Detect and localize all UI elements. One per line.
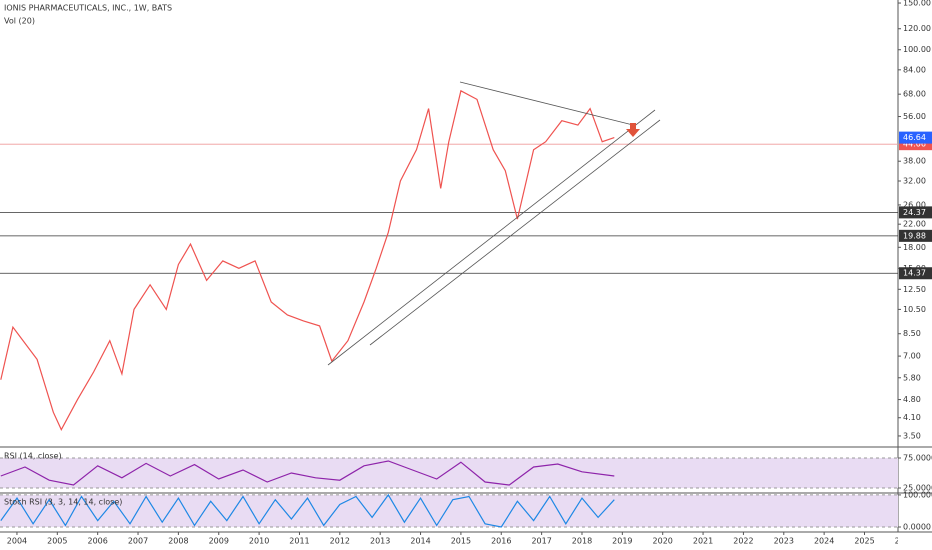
trend-line bbox=[369, 119, 661, 346]
chart-title: IONIS PHARMACEUTICALS, INC., 1W, BATS bbox=[4, 4, 172, 13]
x-tick-label: 2020 bbox=[653, 537, 673, 546]
series-line bbox=[0, 89, 615, 431]
last-price-box bbox=[899, 131, 932, 144]
y-tick-label: 5.80 bbox=[903, 373, 921, 382]
y-tick-label: 150.00 bbox=[903, 0, 931, 8]
series-line bbox=[0, 493, 615, 528]
x-tick-label: 2026 bbox=[895, 537, 915, 546]
y-tick-label: 10.50 bbox=[903, 305, 926, 314]
level-label-box bbox=[899, 206, 932, 219]
x-tick-label: 2015 bbox=[451, 537, 471, 546]
x-tick-label: 2004 bbox=[7, 537, 27, 546]
band bbox=[0, 494, 898, 527]
time-axis: 2004 2005 2006 2007 2008 2009 2010 2011 2012 2013… bbox=[7, 532, 915, 546]
stoch-title: Stoch RSI (3, 3, 14, 14, close) bbox=[4, 498, 122, 507]
x-tick-label: 2024 bbox=[814, 537, 834, 546]
series-line bbox=[0, 460, 615, 486]
y-tick-label: 100.0000 bbox=[903, 490, 932, 499]
x-tick-label: 2007 bbox=[128, 537, 148, 546]
y-tick-label: 26.00 bbox=[903, 200, 926, 209]
x-tick-label: 2013 bbox=[370, 537, 390, 546]
price-axis: 150.00 120.00 100.00 84.00 68.00 56.00 38.00 32… bbox=[898, 0, 932, 531]
y-tick-label: 22.00 bbox=[903, 220, 926, 229]
x-tick-label: 2019 bbox=[612, 537, 632, 546]
level-label: 19.88 bbox=[903, 231, 926, 240]
trend-line bbox=[459, 81, 634, 126]
x-tick-label: 2022 bbox=[733, 537, 753, 546]
level-label: 14.37 bbox=[903, 269, 926, 278]
y-tick-label: 75.0000 bbox=[903, 453, 932, 462]
y-tick-label: 32.00 bbox=[903, 177, 926, 186]
x-tick-label: 2006 bbox=[87, 537, 107, 546]
y-tick-label: 68.00 bbox=[903, 90, 926, 99]
x-tick-label: 2008 bbox=[168, 537, 188, 546]
x-tick-label: 2025 bbox=[854, 537, 874, 546]
y-tick-label: 38.00 bbox=[903, 157, 926, 166]
last-price-label: 46.64 bbox=[903, 133, 926, 142]
alert-label: 44.06 bbox=[903, 140, 926, 149]
y-tick-label: 84.00 bbox=[903, 65, 926, 74]
y-tick-label: 100.00 bbox=[903, 45, 931, 54]
trend-line bbox=[327, 109, 656, 366]
panes bbox=[0, 89, 898, 528]
x-tick-label: 2005 bbox=[47, 537, 67, 546]
x-tick-label: 2009 bbox=[209, 537, 229, 546]
x-tick-label: 2012 bbox=[330, 537, 350, 546]
y-tick-label: 4.80 bbox=[903, 395, 921, 404]
x-tick-label: 2016 bbox=[491, 537, 511, 546]
y-tick-label: 8.50 bbox=[903, 329, 921, 338]
x-tick-label: 2017 bbox=[531, 537, 551, 546]
y-tick-label: 0.0000 bbox=[903, 522, 931, 531]
rsi-title: RSI (14, close) bbox=[4, 452, 62, 461]
x-tick-label: 2021 bbox=[693, 537, 713, 546]
drawings bbox=[327, 81, 661, 366]
level-label: 24.37 bbox=[903, 208, 926, 217]
arrow-down bbox=[626, 123, 640, 137]
x-tick-label: 2011 bbox=[289, 537, 309, 546]
y-tick-label: 4.10 bbox=[903, 413, 921, 422]
volume-label: Vol (20) bbox=[4, 17, 35, 26]
x-tick-label: 2018 bbox=[572, 537, 592, 546]
band bbox=[0, 457, 898, 489]
level-label-box bbox=[899, 229, 932, 242]
x-tick-label: 2014 bbox=[410, 537, 430, 546]
y-tick-label: 25.0000 bbox=[903, 484, 932, 493]
x-tick-label: 2023 bbox=[774, 537, 794, 546]
level-label-box bbox=[899, 267, 932, 280]
y-tick-label: 120.00 bbox=[903, 24, 931, 33]
y-tick-label: 12.50 bbox=[903, 285, 926, 294]
y-tick-label: 18.00 bbox=[903, 243, 926, 252]
y-tick-label: 7.00 bbox=[903, 352, 921, 361]
x-tick-label: 2010 bbox=[249, 537, 269, 546]
y-tick-label: 3.50 bbox=[903, 431, 921, 440]
y-tick-label: 56.00 bbox=[903, 112, 926, 121]
